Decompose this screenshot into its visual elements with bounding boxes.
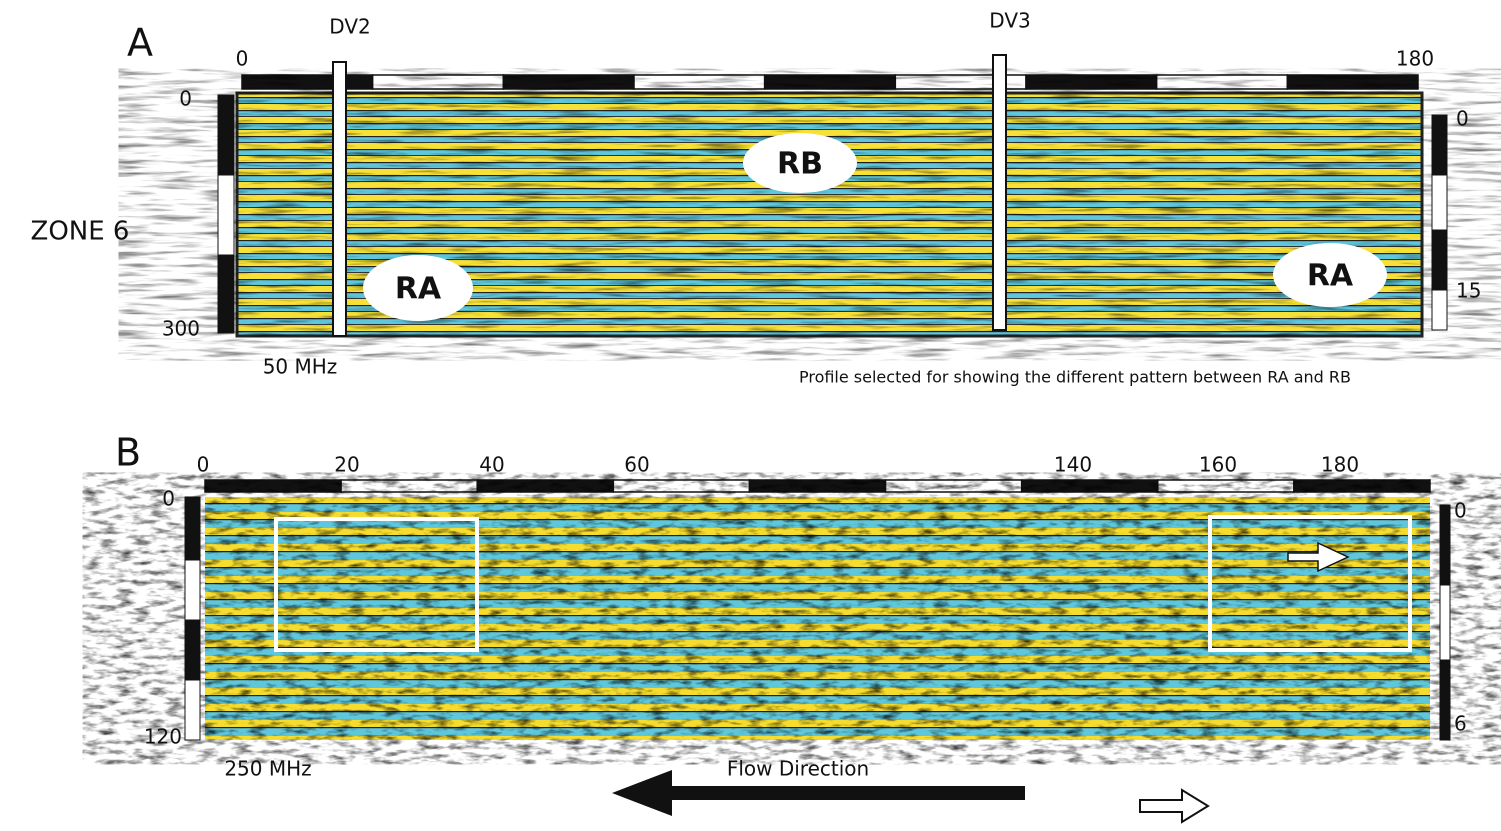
scale-segment <box>373 75 504 89</box>
figure: A RB RA RA DV2 DV3 0 180 0 300 0 15 ZONE… <box>0 0 1501 831</box>
panel-label: B <box>115 431 141 475</box>
panel-b: B 0 20 40 60 140 160 180 0 120 0 6 250 M… <box>115 431 1467 823</box>
panel-label: A <box>127 21 153 65</box>
frequency-label: 250 MHz <box>224 757 311 781</box>
region-label: RA <box>395 272 442 307</box>
scale-segment <box>886 480 1022 492</box>
region-label: RB <box>777 147 823 182</box>
scale-segment <box>242 75 373 89</box>
scale-segment <box>1158 480 1294 492</box>
scale-segment <box>749 480 885 492</box>
scale-segment <box>634 75 765 89</box>
axis-label: 160 <box>1199 453 1237 477</box>
left-scale <box>218 95 234 333</box>
region-label: RA <box>1307 259 1354 294</box>
scale-segment <box>503 75 634 89</box>
marker-bar <box>993 55 1006 330</box>
scale-segment <box>613 480 749 492</box>
axis-label: 15 <box>1456 279 1481 303</box>
axis-label: 120 <box>144 725 182 749</box>
top-scale-bar <box>242 75 1418 89</box>
scale-segment <box>1157 75 1288 89</box>
scale-segment <box>1022 480 1158 492</box>
axis-label: 0 <box>197 453 210 477</box>
right-scale <box>1432 115 1447 330</box>
axis-label: 0 <box>162 487 175 511</box>
axis-label: 180 <box>1396 47 1434 71</box>
scale-segment <box>1026 75 1157 89</box>
axis-label: 40 <box>479 453 504 477</box>
marker-label: DV3 <box>989 9 1030 33</box>
left-scale <box>185 497 200 740</box>
axis-label: 6 <box>1454 712 1467 736</box>
axis-label: 20 <box>334 453 359 477</box>
axis-label: 0 <box>236 47 249 71</box>
axis-label: 0 <box>179 87 192 111</box>
marker-label: DV2 <box>329 15 370 39</box>
scale-segment <box>205 480 341 492</box>
radargram-texture <box>205 497 1430 740</box>
caption: Profile selected for showing the differe… <box>799 368 1351 387</box>
frequency-label: 50 MHz <box>263 355 338 379</box>
axis-label: 0 <box>1456 107 1469 131</box>
axis-label: 0 <box>1454 499 1467 523</box>
axis-label: 140 <box>1054 453 1092 477</box>
top-scale-bar <box>205 480 1430 492</box>
panel-a: A RB RA RA DV2 DV3 0 180 0 300 0 15 ZONE… <box>31 9 1482 387</box>
axis-label: 180 <box>1321 453 1359 477</box>
scale-segment <box>1287 75 1418 89</box>
zone-label: ZONE 6 <box>31 217 130 247</box>
axis-label: 300 <box>162 317 200 341</box>
scale-segment <box>765 75 896 89</box>
scale-segment <box>477 480 613 492</box>
right-scale <box>1440 505 1450 740</box>
scale-segment <box>1294 480 1430 492</box>
axis-label: 60 <box>624 453 649 477</box>
flow-label: Flow Direction <box>727 757 869 781</box>
scale-segment <box>341 480 477 492</box>
marker-bar <box>333 62 346 336</box>
legend-arrow <box>1140 790 1208 822</box>
